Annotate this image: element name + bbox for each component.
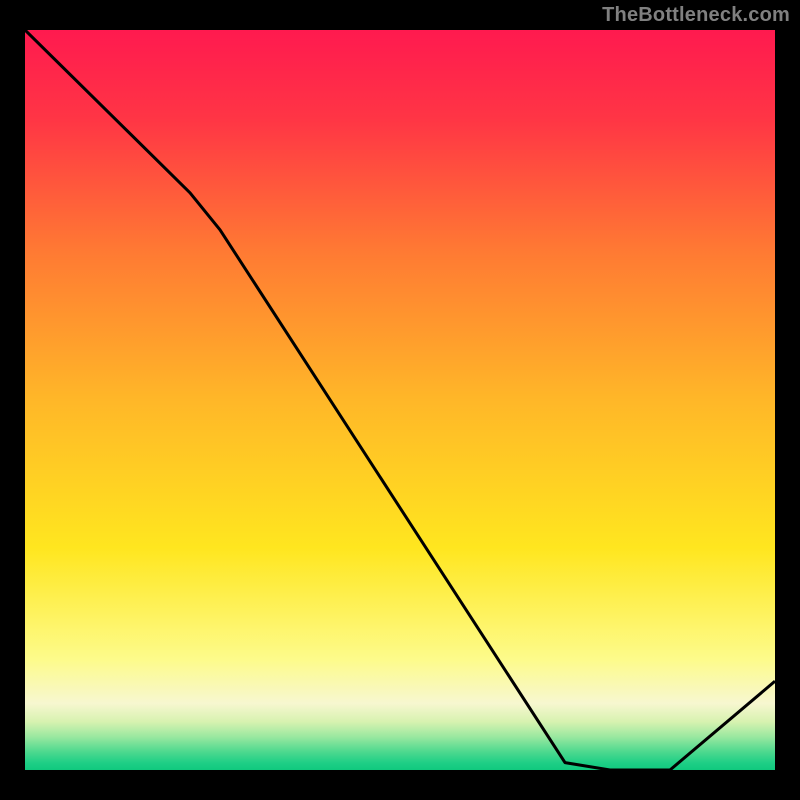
bottleneck-chart [0,0,800,800]
watermark-label: TheBottleneck.com [602,4,790,27]
